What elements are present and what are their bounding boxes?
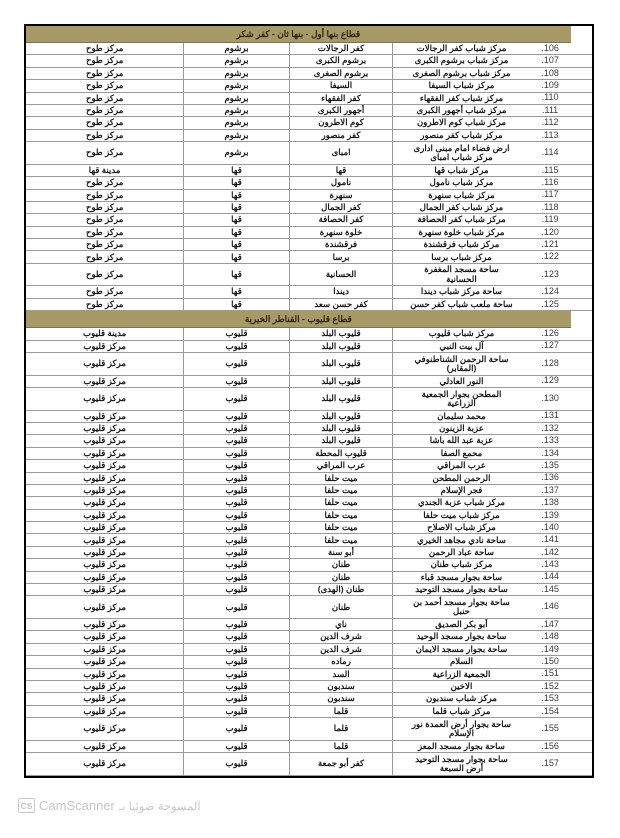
- svg-text:CS: CS: [21, 801, 33, 811]
